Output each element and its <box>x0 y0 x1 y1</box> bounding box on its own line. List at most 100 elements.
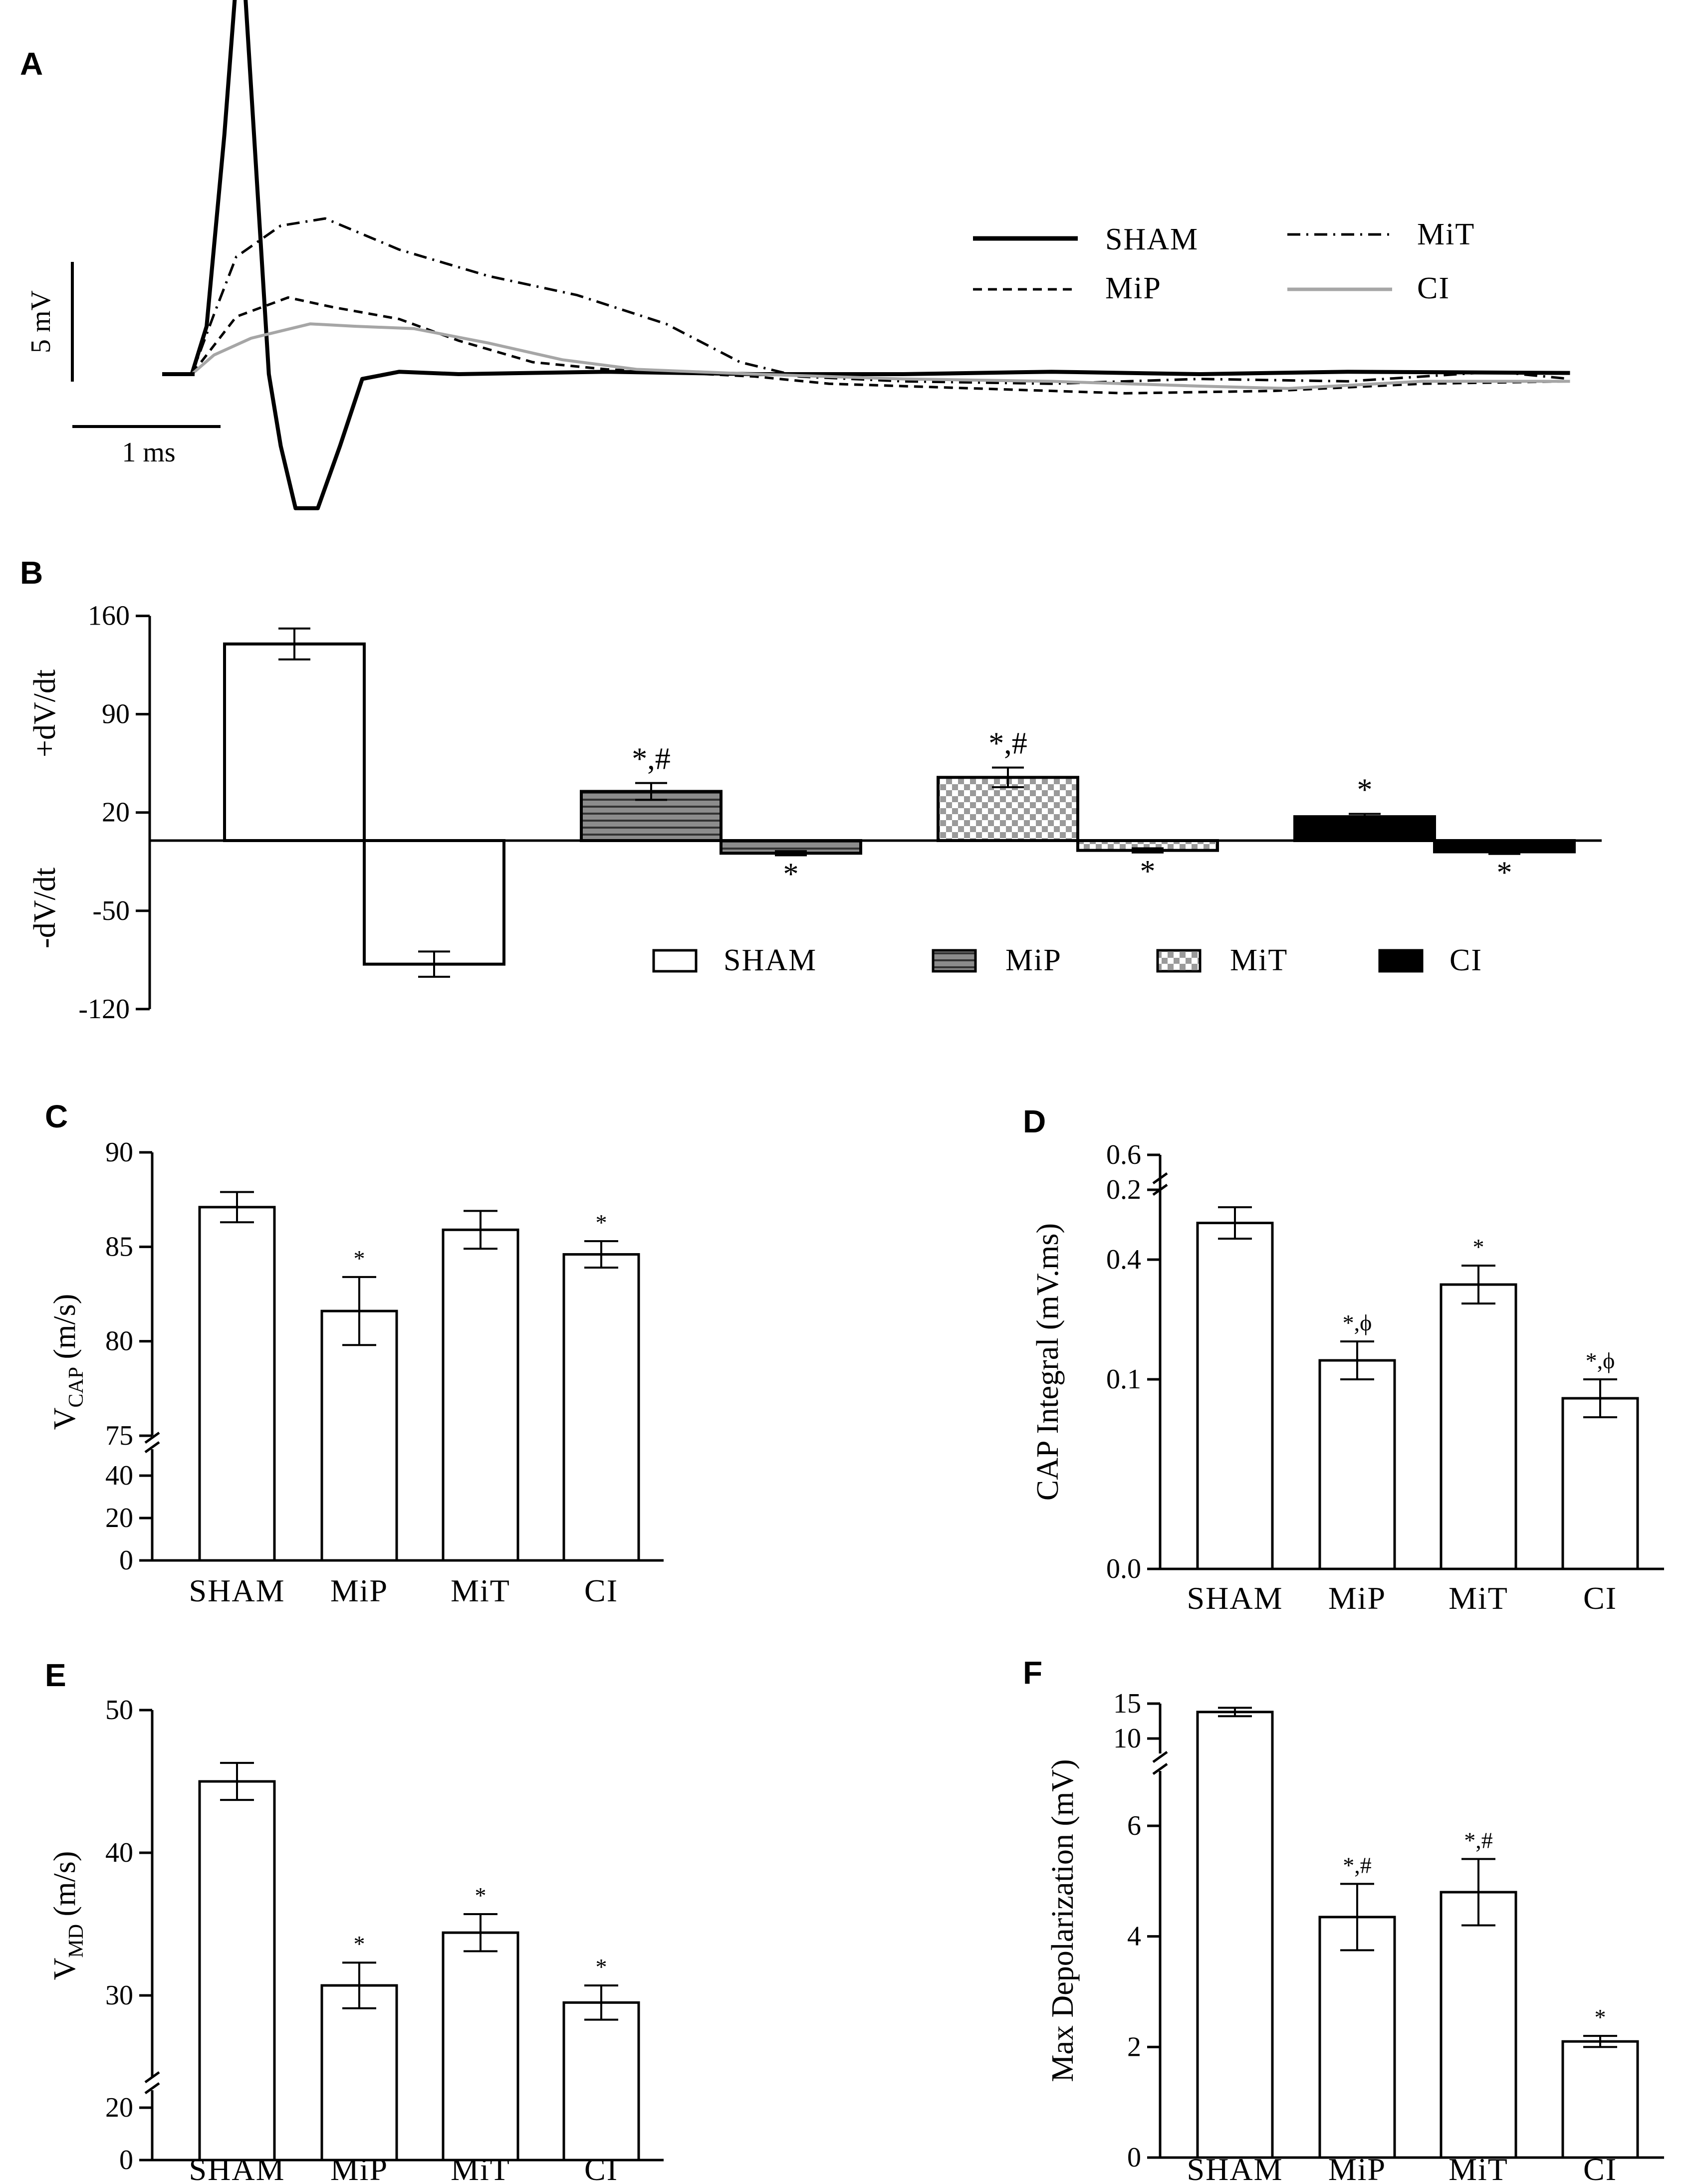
legend-label-ci: CI <box>1417 271 1450 305</box>
bar-b-pos-ci <box>1293 815 1436 843</box>
bar-sham <box>198 1780 276 2162</box>
bar-sham <box>198 1206 276 1562</box>
ylabel-subscript: CAP <box>65 1367 88 1408</box>
panel-b-ytick-label: -50 <box>92 895 130 926</box>
ylabel-main: V <box>48 1958 82 1980</box>
panel-b-ytick-label: 160 <box>88 601 130 632</box>
ytick-label: 0.2 <box>1106 1174 1141 1205</box>
ytick-label: 10 <box>1113 1723 1141 1754</box>
sig-ci: * <box>1595 2004 1606 2030</box>
legend-b-label-sham: SHAM <box>724 943 817 977</box>
axis-break-mark <box>1152 1762 1168 1775</box>
ytick-label: 0 <box>119 1545 133 1576</box>
bar-mit <box>1440 1891 1517 2159</box>
trace-mip <box>162 296 1570 395</box>
axis-break-mark <box>144 2082 160 2095</box>
panel-b-ytick-label: -120 <box>78 994 130 1025</box>
sig-ci: *,ϕ <box>1586 1348 1615 1373</box>
panel-f-chart: 0 2 4 6 10 15 SHAM *,# MiP *,# MiT * CI Max Depolariz… <box>1046 1688 1664 2184</box>
axis-break-mark <box>1152 1172 1168 1185</box>
xtick-label-mip: MiP <box>1328 1580 1386 1616</box>
sig-b-neg-mit: * <box>1140 855 1156 888</box>
legend-swatch-sham <box>652 949 698 973</box>
ytick-label: 0.0 <box>1106 1553 1141 1584</box>
legend-b-label-mit: MiT <box>1230 943 1288 977</box>
legend-label-mip: MiP <box>1105 271 1162 305</box>
panel-b-ylabel-top: +dV/dt <box>28 669 62 757</box>
xtick-label-mit: MiT <box>1449 1580 1508 1616</box>
panel-label-b: B <box>20 555 43 591</box>
axis-break-mark <box>1152 1750 1168 1763</box>
sig-b-neg-ci: * <box>1497 856 1512 890</box>
ylabel-subscript: MD <box>65 1924 88 1958</box>
sig-ci: * <box>596 1210 607 1235</box>
sig-mit: * <box>1473 1234 1484 1260</box>
bar-ci <box>1561 2040 1639 2159</box>
scale-bar-voltage-label: 5 mV <box>25 290 56 353</box>
xtick-label-mit: MiT <box>1449 2152 1508 2184</box>
ytick-label: 40 <box>105 1837 133 1868</box>
sig-mip: *,# <box>1343 1852 1372 1878</box>
ytick-label: 0.6 <box>1106 1139 1141 1170</box>
panel-a-traces: 5 mV 1 ms SHAM MiT MiP CI <box>25 0 1570 510</box>
panel-e-ylabel: VMD (m/s) <box>48 1851 88 1980</box>
xtick-label-mit: MiT <box>451 2152 510 2184</box>
xtick-label-ci: CI <box>1583 1580 1617 1616</box>
xtick-label-ci: CI <box>584 1573 618 1608</box>
panel-b-ytick-label: 20 <box>102 797 130 828</box>
trace-ci <box>162 322 1570 390</box>
ytick-label: 0 <box>1127 2142 1141 2173</box>
xtick-label-ci: CI <box>1583 2152 1617 2184</box>
sig-b-pos-ci: * <box>1357 773 1373 807</box>
sig-mit: * <box>475 1883 486 1908</box>
sig-mip: * <box>354 1931 365 1957</box>
bar-ci <box>562 1253 640 1562</box>
xtick-label-sham: SHAM <box>1187 2152 1283 2184</box>
panel-d-chart: 0.0 0.1 0.2 0.4 0.6 SHAM *,ϕ MiP * MiT *,ϕ CI CAP In… <box>1031 1139 1664 1616</box>
legend-swatch-mip <box>932 949 977 973</box>
legend-b-label-ci: CI <box>1450 943 1482 977</box>
legend-label-sham: SHAM <box>1105 222 1199 256</box>
ytick-label: 2 <box>1127 2031 1141 2062</box>
sig-b-neg-mip: * <box>783 858 799 891</box>
bar-mip <box>1318 1359 1396 1570</box>
ytick-label: 4 <box>1127 1921 1141 1952</box>
panel-label-f: F <box>1023 1655 1042 1691</box>
xtick-label-sham: SHAM <box>189 1573 285 1608</box>
sig-mit: *,# <box>1464 1828 1493 1853</box>
panel-label-a: A <box>20 46 43 82</box>
sig-b-pos-mip: *,# <box>632 742 671 776</box>
xtick-label-mip: MiP <box>1328 2152 1386 2184</box>
panel-b-ytick-label: 90 <box>102 699 130 730</box>
ytick-label: 15 <box>1113 1688 1141 1719</box>
axis-break-mark <box>144 1431 160 1444</box>
ytick-label: 50 <box>105 1695 133 1726</box>
panel-d-ylabel: CAP Integral (mV.ms) <box>1031 1223 1065 1501</box>
panel-label-d: D <box>1023 1103 1046 1139</box>
ytick-label: 20 <box>105 1503 133 1533</box>
bar-mip <box>320 1310 398 1562</box>
panel-c-chart: 0 20 40 75 80 85 90 SHAM * MiP MiT * CI VCAP (m/s) <box>48 1137 664 1608</box>
sig-b-pos-mit: *,# <box>988 727 1027 761</box>
xtick-label-mip: MiP <box>330 1573 388 1608</box>
ytick-label: 90 <box>105 1137 133 1168</box>
legend-b-label-mip: MiP <box>1005 943 1062 977</box>
bar-mit <box>1440 1283 1517 1570</box>
trace-sham <box>162 0 1570 510</box>
xtick-label-mit: MiT <box>451 1573 510 1608</box>
ytick-label: 0.1 <box>1106 1364 1141 1395</box>
ylabel-unit: (m/s) <box>48 1851 82 1924</box>
bar-mip <box>320 1984 398 2162</box>
panel-f-ylabel: Max Depolarization (mV) <box>1046 1759 1080 2082</box>
bar-b-pos-sham <box>223 642 366 843</box>
bar-ci <box>562 2001 640 2162</box>
axis-break-mark <box>144 1441 160 1454</box>
ytick-label: 30 <box>105 1980 133 2011</box>
ytick-label: 80 <box>105 1326 133 1357</box>
xtick-label-mip: MiP <box>330 2152 388 2184</box>
trace-mit <box>162 217 1570 385</box>
legend-label-mit: MiT <box>1417 218 1475 251</box>
ytick-label: 85 <box>105 1231 133 1262</box>
